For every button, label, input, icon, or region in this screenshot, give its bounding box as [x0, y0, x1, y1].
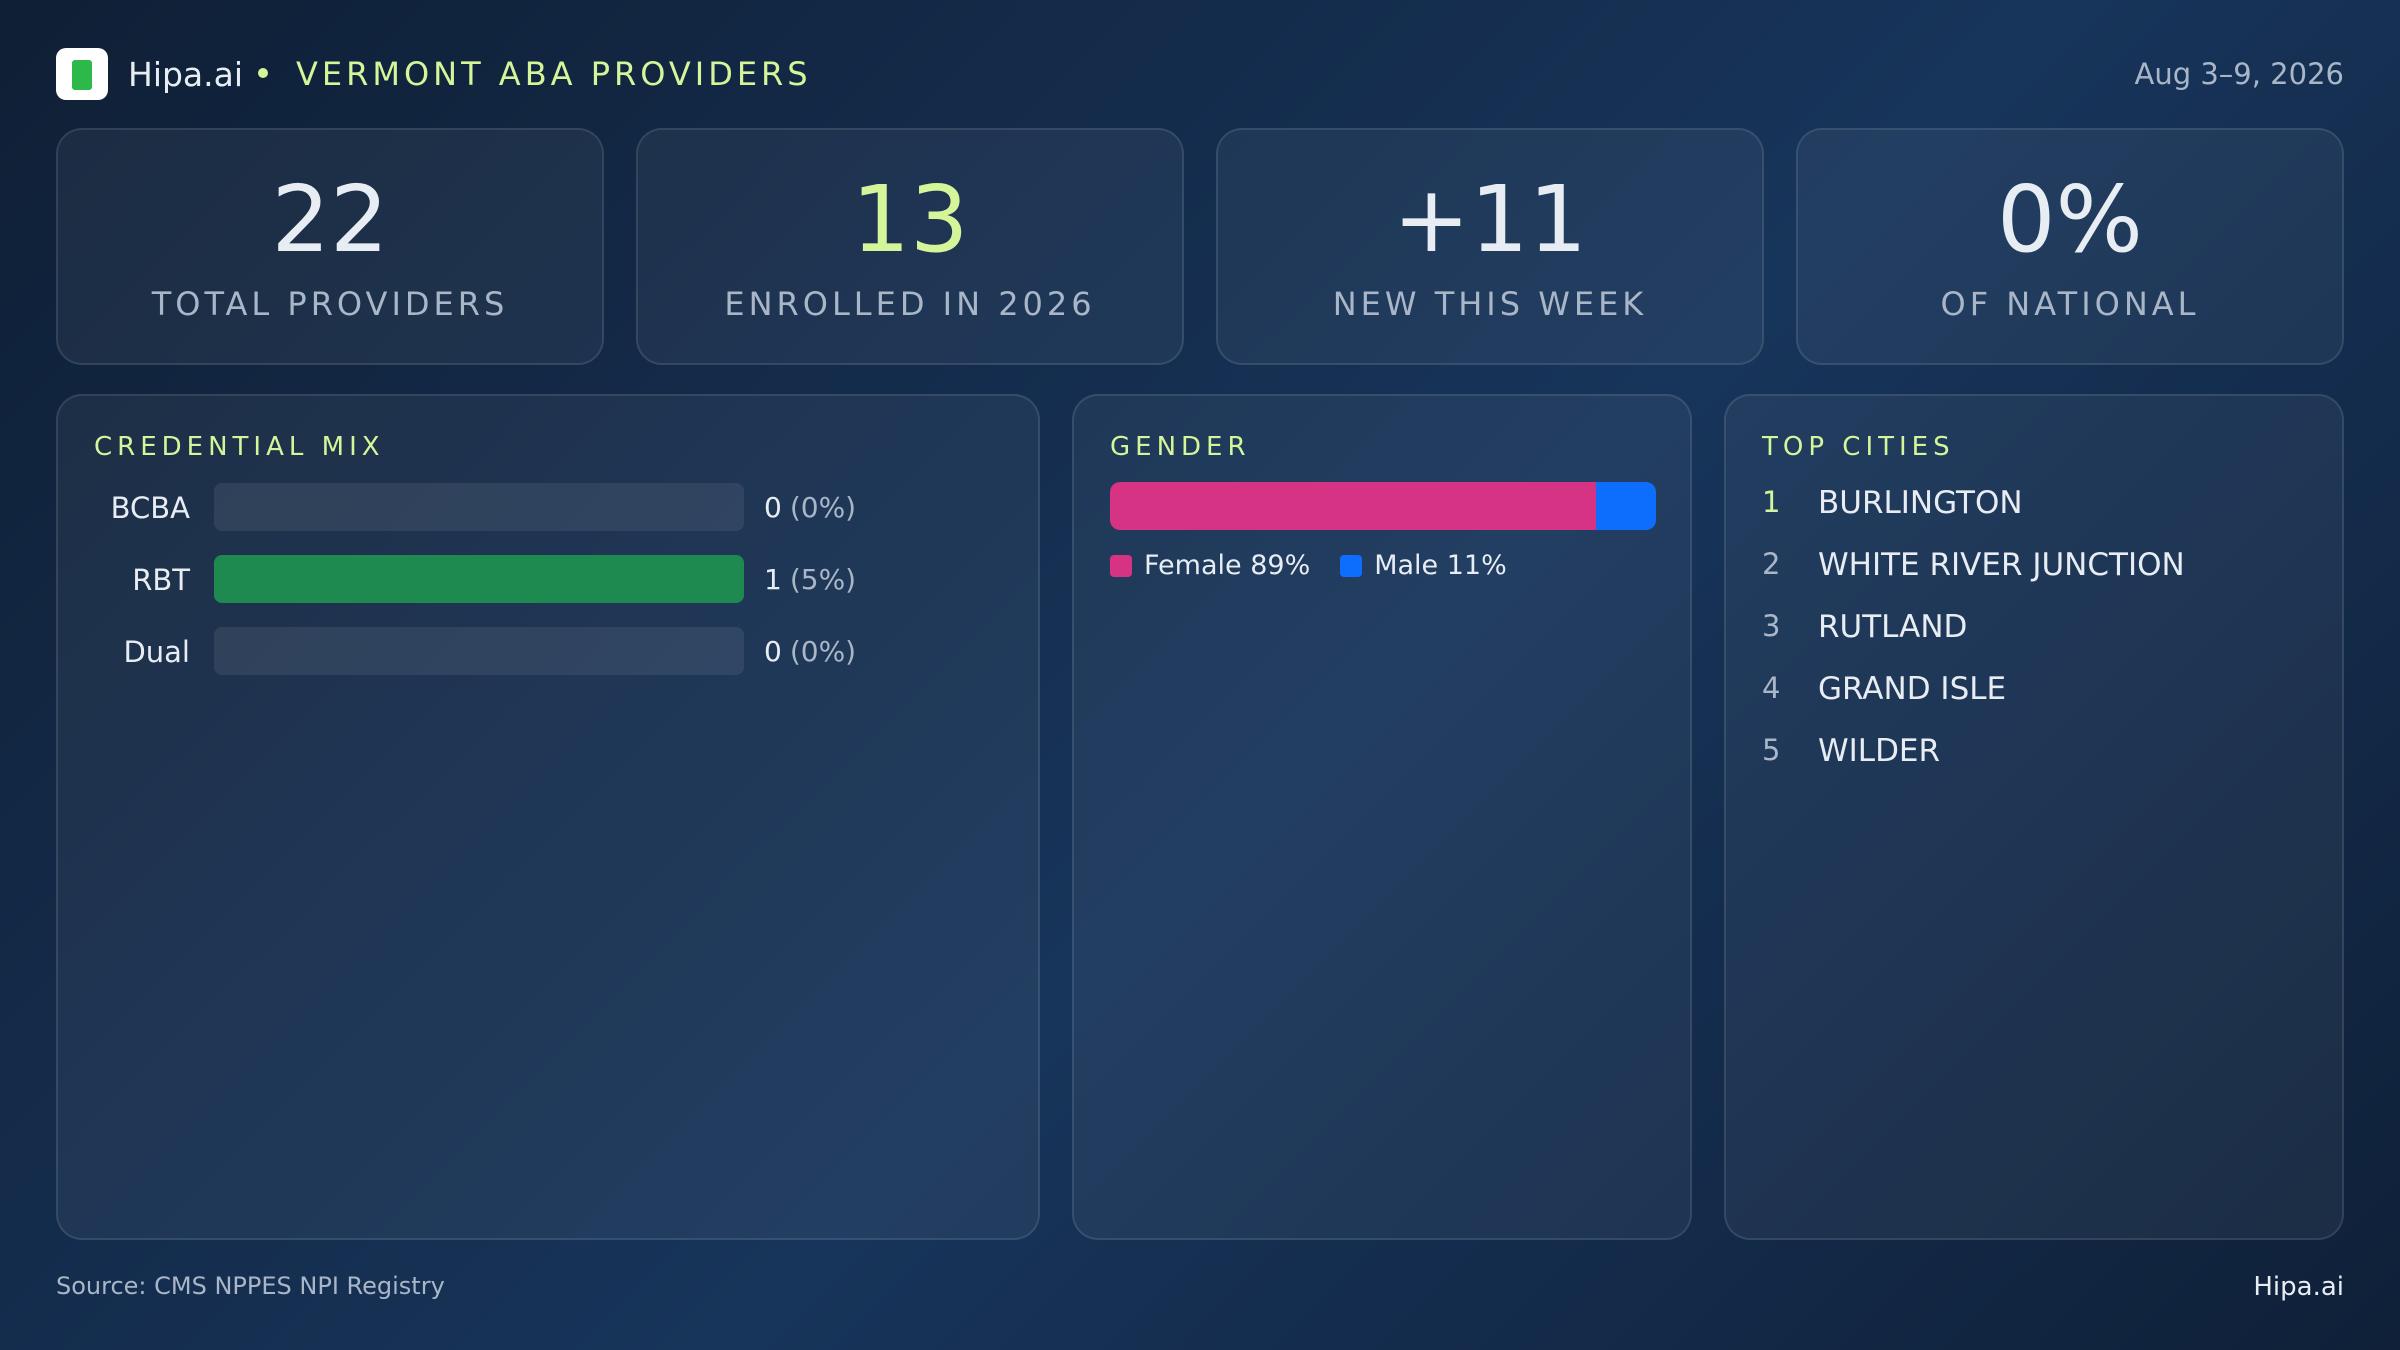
date: Aug 3–9, 2026	[2134, 57, 2345, 91]
row-label: RBT	[132, 563, 190, 597]
city-rank: 2	[1762, 547, 1781, 581]
count: 1	[764, 563, 782, 596]
stat-value: 22	[271, 166, 389, 273]
gender-segment	[1110, 482, 1596, 530]
stat-card: 13 ENROLLED IN 2026	[636, 128, 1184, 365]
share: (0%)	[789, 491, 857, 524]
bar	[214, 555, 744, 603]
row-label: BCBA	[110, 491, 190, 525]
city-name: RUTLAND	[1818, 609, 1968, 645]
panel-title: CREDENTIAL MIX	[94, 432, 385, 462]
stat-card: +11 NEW THIS WEEK	[1216, 128, 1764, 365]
share: (0%)	[789, 635, 857, 668]
city-rank: 3	[1762, 609, 1781, 643]
row-label: Dual	[123, 635, 190, 669]
share: (5%)	[789, 563, 857, 596]
city-name: GRAND ISLE	[1818, 671, 2007, 707]
legend-item: Male 11%	[1340, 550, 1507, 581]
footer-brand: Hipa.ai	[2253, 1272, 2344, 1302]
city-name: WILDER	[1818, 733, 1941, 769]
source: Source: CMS NPPES NPI Registry	[56, 1272, 445, 1300]
stat-label: TOTAL PROVIDERS	[151, 285, 509, 323]
stat-card: 22 TOTAL PROVIDERS	[56, 128, 604, 365]
dot	[258, 68, 268, 78]
city-rank: 4	[1762, 671, 1781, 705]
panel-title: GENDER	[1110, 432, 1251, 462]
stat-card: 0% OF NATIONAL	[1796, 128, 2344, 365]
title: VERMONT ABA PROVIDERS	[296, 55, 812, 93]
city-name: BURLINGTON	[1818, 485, 2023, 521]
credential-panel: CREDENTIAL MIX BCBA 0 (0%) RBT 1 (5%) Dual 0 (0%…	[56, 394, 1040, 1240]
legend-label: Female 89%	[1144, 550, 1311, 581]
stat-label: ENROLLED IN 2026	[724, 285, 1096, 323]
row-value: 1 (5%)	[764, 563, 856, 596]
stat-label: OF NATIONAL	[1940, 285, 2200, 323]
count: 0	[764, 635, 782, 668]
legend-label: Male 11%	[1374, 550, 1507, 581]
count: 0	[764, 491, 782, 524]
row-value: 0 (0%)	[764, 635, 856, 668]
gender-bar	[1110, 482, 1656, 530]
stat-label: NEW THIS WEEK	[1332, 285, 1648, 323]
cities-panel: TOP CITIES 1 BURLINGTON 2 WHITE RIVER JUNCT…	[1724, 394, 2344, 1240]
legend-item: Female 89%	[1110, 550, 1310, 581]
bar-track	[214, 555, 744, 603]
stat-value: +11	[1392, 166, 1588, 273]
gender-segment	[1595, 482, 1656, 530]
city-rank: 1	[1762, 485, 1781, 519]
stat-value: 0%	[1997, 166, 2143, 273]
stat-value: 13	[851, 166, 969, 273]
city-rank: 5	[1762, 733, 1781, 767]
brand: Hipa.ai	[128, 55, 244, 94]
panel-title: TOP CITIES	[1762, 432, 1955, 462]
legend-swatch	[1110, 554, 1132, 577]
gender-panel: GENDER Female 89% Male 11%	[1072, 394, 1692, 1240]
bar-track	[214, 627, 744, 675]
city-name: WHITE RIVER JUNCTION	[1818, 547, 2185, 583]
legend-swatch	[1340, 554, 1363, 577]
bar-track	[214, 483, 744, 531]
gender-legend: Female 89% Male 11%	[1110, 550, 1507, 581]
logo	[56, 48, 108, 100]
row-value: 0 (0%)	[764, 491, 856, 524]
